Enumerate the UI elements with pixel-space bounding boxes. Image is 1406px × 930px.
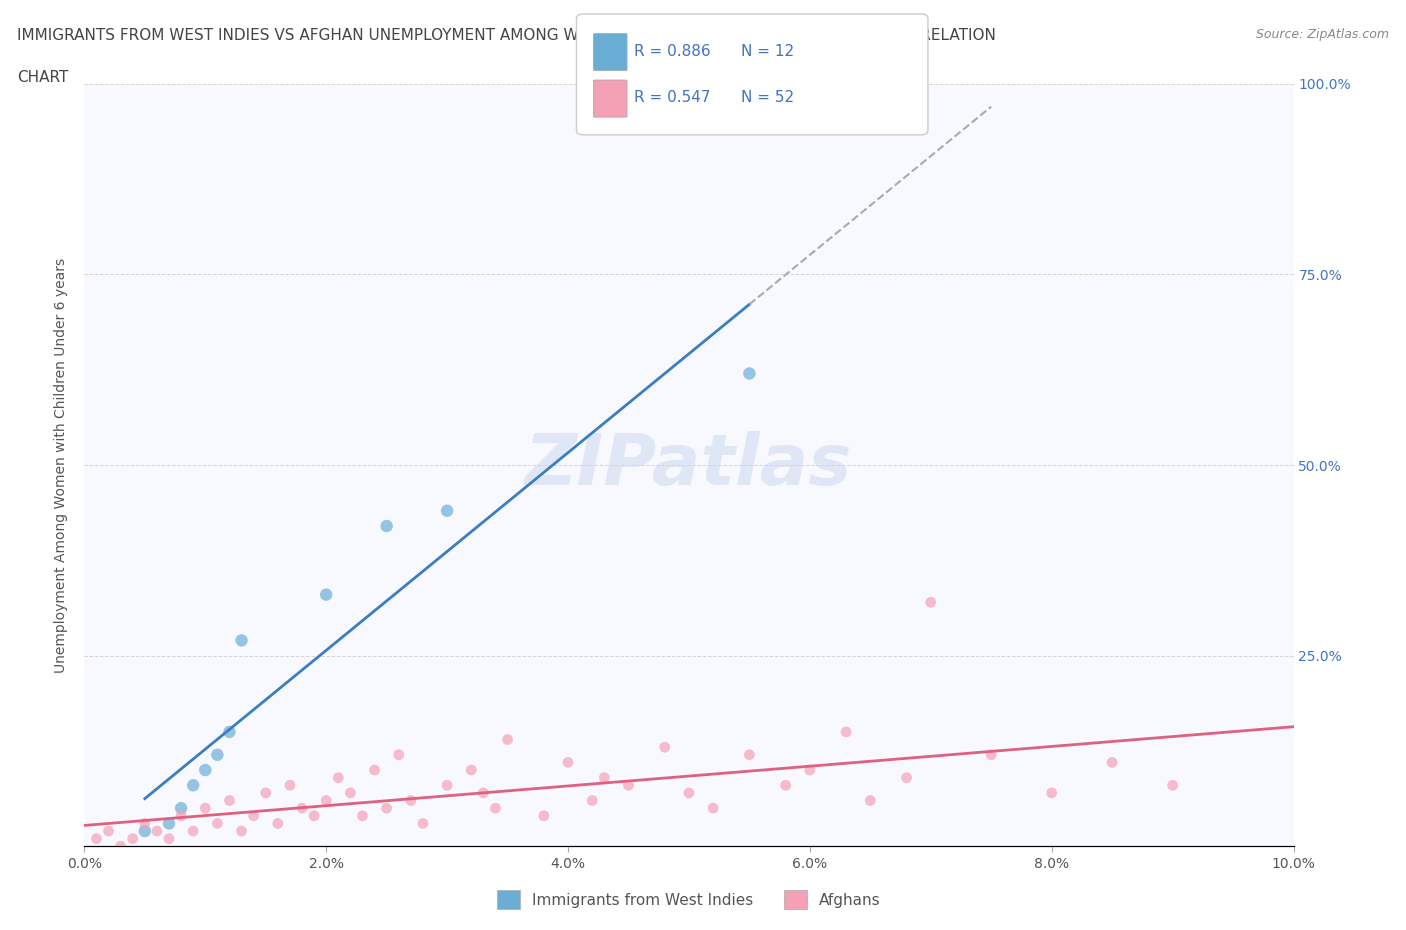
- Text: ZIPatlas: ZIPatlas: [526, 431, 852, 499]
- Point: [146, 824, 169, 839]
- Point: [157, 831, 180, 846]
- Point: [920, 595, 942, 610]
- Point: [1101, 755, 1123, 770]
- Point: [399, 793, 422, 808]
- Point: [775, 777, 797, 792]
- Point: [484, 801, 506, 816]
- Point: [1161, 777, 1184, 792]
- Point: [134, 824, 156, 839]
- Point: [617, 777, 640, 792]
- Point: [267, 816, 290, 830]
- Point: [207, 748, 229, 763]
- Point: [170, 801, 193, 816]
- Point: [110, 839, 132, 854]
- Point: [352, 808, 374, 823]
- Point: [678, 786, 700, 801]
- Point: [218, 793, 240, 808]
- Point: [460, 763, 482, 777]
- Point: [315, 793, 337, 808]
- Point: [315, 587, 337, 602]
- Text: N = 52: N = 52: [741, 90, 794, 105]
- Point: [97, 824, 120, 839]
- Point: [859, 793, 882, 808]
- Point: [218, 724, 240, 739]
- Point: [157, 816, 180, 830]
- Point: [436, 503, 458, 518]
- Point: [170, 808, 193, 823]
- Text: R = 0.547: R = 0.547: [634, 90, 710, 105]
- Y-axis label: Unemployment Among Women with Children Under 6 years: Unemployment Among Women with Children U…: [55, 258, 69, 672]
- Point: [363, 763, 385, 777]
- Point: [278, 777, 301, 792]
- Point: [181, 824, 204, 839]
- Point: [231, 824, 253, 839]
- Point: [472, 786, 495, 801]
- Point: [1040, 786, 1063, 801]
- Point: [388, 748, 411, 763]
- Point: [702, 801, 724, 816]
- Point: [302, 808, 325, 823]
- Point: [980, 748, 1002, 763]
- Point: [181, 777, 204, 792]
- Point: [254, 786, 277, 801]
- Point: [194, 763, 217, 777]
- Text: Source: ZipAtlas.com: Source: ZipAtlas.com: [1256, 28, 1389, 41]
- Point: [134, 816, 156, 830]
- Point: [194, 801, 217, 816]
- Point: [896, 770, 918, 785]
- Point: [291, 801, 314, 816]
- Text: R = 0.886: R = 0.886: [634, 44, 710, 59]
- Point: [412, 816, 434, 830]
- Point: [375, 519, 398, 534]
- Point: [738, 748, 761, 763]
- Point: [375, 801, 398, 816]
- Point: [654, 739, 676, 754]
- Text: N = 12: N = 12: [741, 44, 794, 59]
- Point: [231, 633, 253, 648]
- Point: [86, 831, 108, 846]
- Point: [581, 793, 603, 808]
- Point: [557, 755, 579, 770]
- Point: [436, 777, 458, 792]
- Point: [339, 786, 361, 801]
- Point: [593, 770, 616, 785]
- Point: [328, 770, 350, 785]
- Point: [496, 732, 519, 747]
- Legend: Immigrants from West Indies, Afghans: Immigrants from West Indies, Afghans: [491, 884, 887, 915]
- Point: [207, 816, 229, 830]
- Point: [242, 808, 264, 823]
- Text: CHART: CHART: [17, 70, 69, 85]
- Point: [533, 808, 555, 823]
- Text: IMMIGRANTS FROM WEST INDIES VS AFGHAN UNEMPLOYMENT AMONG WOMEN WITH CHILDREN UND: IMMIGRANTS FROM WEST INDIES VS AFGHAN UN…: [17, 28, 995, 43]
- Point: [738, 366, 761, 381]
- Point: [121, 831, 143, 846]
- Point: [799, 763, 821, 777]
- Point: [835, 724, 858, 739]
